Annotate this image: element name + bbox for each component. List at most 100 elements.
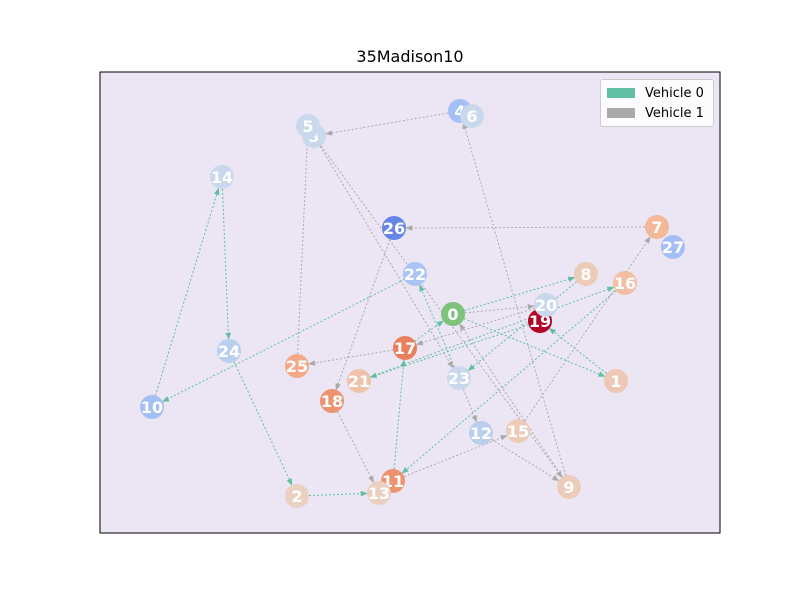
route-edge-24-2 xyxy=(233,361,293,486)
node-circle-5 xyxy=(296,114,320,138)
node-2: 2 xyxy=(285,484,309,508)
node-label-21: 21 xyxy=(348,372,370,391)
route-edge-20-17 xyxy=(415,308,535,346)
node-25: 25 xyxy=(285,354,309,378)
node-circle-22 xyxy=(403,262,427,286)
node-circle-17 xyxy=(393,336,417,360)
node-12: 12 xyxy=(469,421,493,445)
node-circle-2 xyxy=(285,484,309,508)
node-circle-8 xyxy=(574,262,598,286)
node-circle-25 xyxy=(285,354,309,378)
node-label-20: 20 xyxy=(535,296,557,315)
node-label-6: 6 xyxy=(466,107,477,126)
node-22: 22 xyxy=(403,262,427,286)
node-circle-18 xyxy=(320,389,344,413)
route-edge-9-4 xyxy=(462,121,567,476)
legend-item-vehicle-0: Vehicle 0 xyxy=(607,84,704,102)
route-edge-0-8 xyxy=(464,276,576,312)
node-label-14: 14 xyxy=(211,168,233,187)
node-label-23: 23 xyxy=(448,369,470,388)
route-edge-4-3 xyxy=(325,112,449,136)
route-edge-26-18 xyxy=(335,239,391,391)
route-edge-25-5 xyxy=(297,137,310,355)
route-edge-10-14 xyxy=(155,187,220,396)
node-13: 13 xyxy=(367,481,391,505)
route-edge-8-23 xyxy=(467,281,578,371)
legend: Vehicle 0 Vehicle 1 xyxy=(600,79,714,127)
legend-label-vehicle-1: Vehicle 1 xyxy=(645,105,704,121)
route-edge-0-20 xyxy=(464,303,535,314)
node-26: 26 xyxy=(382,216,406,240)
route-nodes: 0123456789101112131415161718192021222324… xyxy=(140,99,685,508)
route-edge-15-7 xyxy=(524,236,651,422)
node-7: 7 xyxy=(645,215,669,239)
chart-title: 35Madison10 xyxy=(356,47,464,66)
node-label-18: 18 xyxy=(321,392,343,411)
route-edge-14-24 xyxy=(221,188,232,340)
node-14: 14 xyxy=(210,165,234,189)
node-circle-13 xyxy=(367,481,391,505)
route-edge-22-10 xyxy=(162,278,405,403)
node-label-9: 9 xyxy=(563,478,574,497)
node-circle-7 xyxy=(645,215,669,239)
node-20: 20 xyxy=(534,293,558,317)
legend-swatch-vehicle-0 xyxy=(607,88,635,98)
node-label-7: 7 xyxy=(651,218,662,237)
node-circle-21 xyxy=(347,369,371,393)
legend-label-vehicle-0: Vehicle 0 xyxy=(645,85,704,101)
node-label-26: 26 xyxy=(383,219,405,238)
node-label-27: 27 xyxy=(662,238,684,257)
node-circle-27 xyxy=(661,235,685,259)
route-edge-3-23 xyxy=(319,146,454,369)
node-circle-15 xyxy=(506,419,530,443)
route-edge-2-13 xyxy=(308,490,368,497)
node-circle-6 xyxy=(460,104,484,128)
node-label-2: 2 xyxy=(291,487,302,506)
plot-area xyxy=(99,71,721,534)
node-circle-24 xyxy=(217,339,241,363)
node-circle-20 xyxy=(534,293,558,317)
node-24: 24 xyxy=(217,339,241,363)
node-label-12: 12 xyxy=(470,424,492,443)
node-circle-0 xyxy=(441,302,465,326)
node-label-15: 15 xyxy=(507,422,529,441)
node-circle-26 xyxy=(382,216,406,240)
node-circle-16 xyxy=(613,271,637,295)
node-label-22: 22 xyxy=(404,265,426,284)
node-circle-23 xyxy=(447,366,471,390)
node-label-16: 16 xyxy=(614,274,636,293)
route-edge-18-13 xyxy=(337,411,374,483)
legend-item-vehicle-1: Vehicle 1 xyxy=(607,104,704,122)
node-label-0: 0 xyxy=(447,305,458,324)
node-0: 0 xyxy=(441,302,465,326)
node-21: 21 xyxy=(347,369,371,393)
route-edge-0-1 xyxy=(463,318,606,377)
node-label-25: 25 xyxy=(286,357,308,376)
legend-swatch-vehicle-1 xyxy=(607,108,635,118)
node-label-1: 1 xyxy=(610,372,621,391)
node-1: 1 xyxy=(604,369,628,393)
route-edge-12-9 xyxy=(490,438,560,482)
node-27: 27 xyxy=(661,235,685,259)
node-10: 10 xyxy=(140,395,164,419)
node-circle-14 xyxy=(210,165,234,189)
route-edge-1-19 xyxy=(548,328,607,374)
node-16: 16 xyxy=(613,271,637,295)
route-edge-17-0 xyxy=(414,320,444,342)
node-label-4: 4 xyxy=(454,102,465,121)
node-5: 5 xyxy=(296,114,320,138)
route-edge-23-22 xyxy=(419,284,455,368)
node-17: 17 xyxy=(393,336,417,360)
node-circle-9 xyxy=(557,475,581,499)
node-label-5: 5 xyxy=(302,117,313,136)
node-8: 8 xyxy=(574,262,598,286)
route-edge-23-12 xyxy=(462,388,478,423)
node-18: 18 xyxy=(320,389,344,413)
node-label-3: 3 xyxy=(308,127,319,146)
node-circle-12 xyxy=(469,421,493,445)
route-edge-11-15 xyxy=(403,434,508,478)
node-23: 23 xyxy=(447,366,471,390)
node-label-24: 24 xyxy=(218,342,240,361)
node-9: 9 xyxy=(557,475,581,499)
